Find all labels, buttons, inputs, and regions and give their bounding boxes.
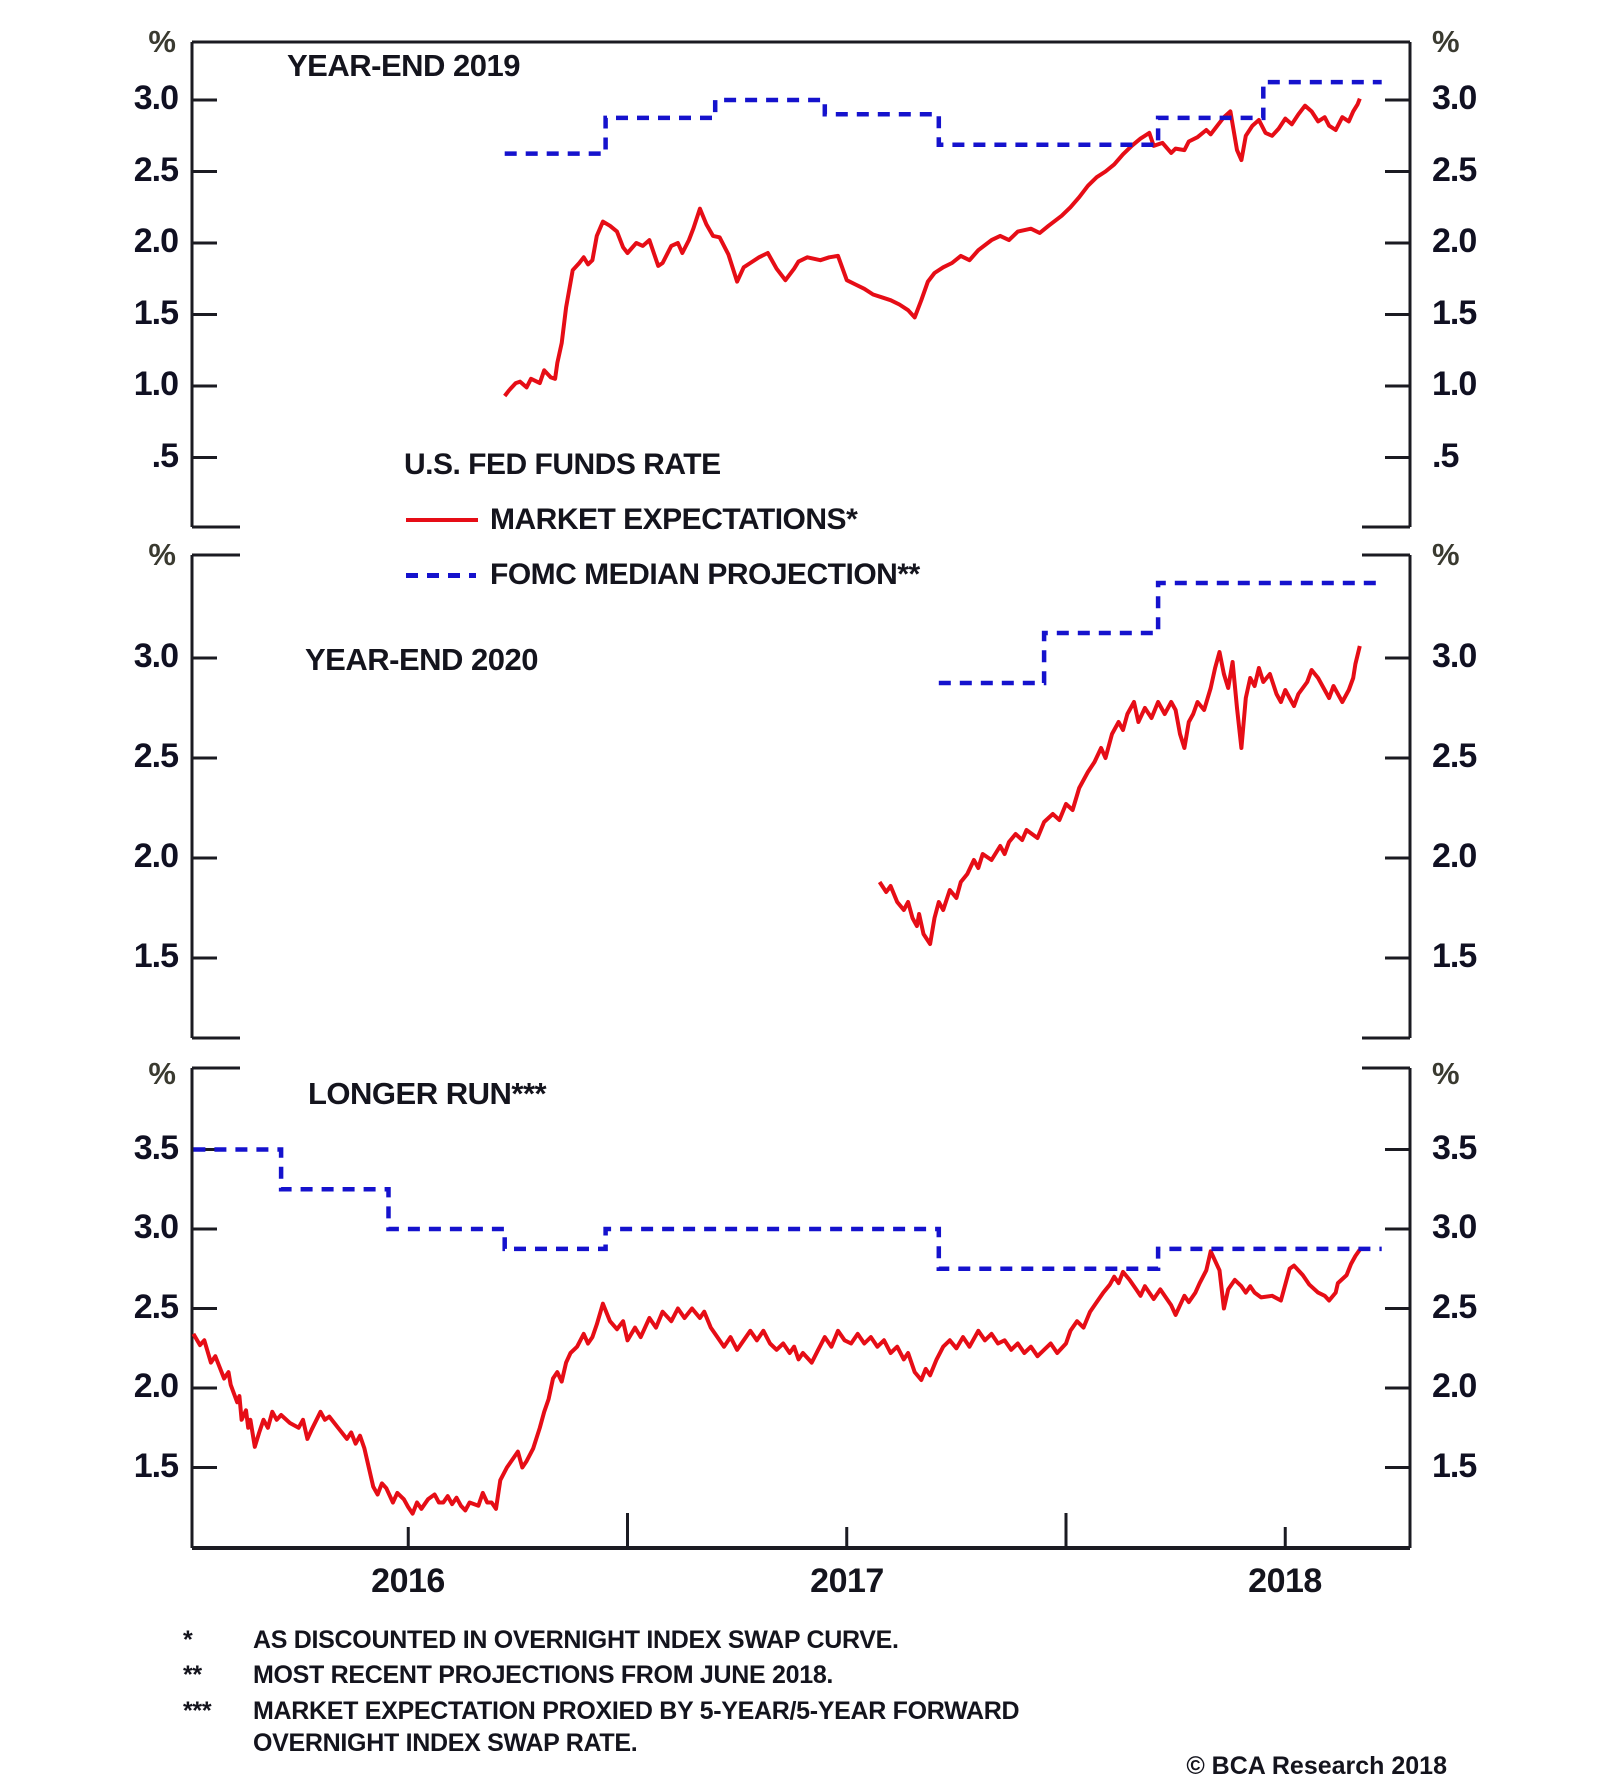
y-axis-percent-right: %: [1432, 1056, 1460, 1091]
copyright: © BCA Research 2018: [1186, 1752, 1447, 1780]
y-tick-label-left: 2.0: [133, 1367, 179, 1405]
y-tick-label-right: 2.0: [1432, 222, 1477, 260]
y-axis-percent-right: %: [1432, 24, 1460, 59]
y-tick-label-right: 3.0: [1432, 637, 1477, 675]
y-tick-label-left: 2.5: [133, 1287, 179, 1326]
y-tick-label-left: 3.0: [133, 1208, 179, 1246]
x-axis-year-label: 2016: [371, 1562, 445, 1600]
footnote-marker-1: *: [183, 1626, 193, 1654]
legend-blue-dashed-sample: [406, 573, 476, 578]
y-tick-label-left: 3.5: [133, 1128, 179, 1167]
y-tick-label-right: 1.5: [1432, 1446, 1477, 1485]
footnote-text-4: OVERNIGHT INDEX SWAP RATE.: [253, 1729, 638, 1757]
y-tick-label-left: 1.0: [133, 365, 179, 403]
series-fomc-median-projection: [938, 580, 1382, 686]
y-tick-label-left: 2.0: [133, 222, 179, 260]
y-tick-label-right: 1.0: [1432, 365, 1477, 403]
y-tick-label-right: .5: [1432, 436, 1459, 475]
y-tick-label-right: 3.5: [1432, 1128, 1477, 1167]
legend-red-line-sample: [406, 518, 478, 526]
legend-heading: U.S. FED FUNDS RATE: [404, 448, 721, 481]
y-axis-percent-left: %: [148, 24, 176, 59]
panel-title-year-end-2020: YEAR-END 2020: [305, 642, 538, 677]
y-tick-label-right: 3.0: [1432, 1208, 1477, 1246]
x-axis-year-label: 2017: [810, 1562, 884, 1600]
y-tick-label-right: 2.5: [1432, 150, 1477, 189]
series-fomc-median-projection: [504, 79, 1382, 156]
series-market-expectations: [503, 97, 1362, 398]
y-tick-label-left: 1.5: [133, 937, 179, 975]
legend-label-fomc-median: FOMC MEDIAN PROJECTION**: [490, 558, 920, 591]
y-tick-label-left: 2.5: [133, 737, 179, 775]
y-tick-label-left: .5: [151, 436, 179, 475]
y-tick-label-right: 2.0: [1432, 837, 1477, 875]
y-tick-label-right: 2.5: [1432, 1287, 1477, 1326]
y-tick-label-right: 2.0: [1432, 1367, 1477, 1405]
series-market-expectations: [191, 1248, 1362, 1516]
footnote-marker-3: ***: [183, 1697, 212, 1725]
panel-title-year-end-2019: YEAR-END 2019: [287, 48, 520, 83]
footnote-text-3: MARKET EXPECTATION PROXIED BY 5-YEAR/5-Y…: [253, 1697, 1020, 1725]
y-tick-label-left: 1.5: [133, 293, 179, 332]
y-tick-label-right: 2.5: [1432, 737, 1477, 775]
y-tick-label-left: 2.5: [133, 150, 179, 189]
y-axis-percent-right: %: [1432, 537, 1460, 572]
y-axis-percent-left: %: [148, 537, 176, 572]
y-axis-percent-left: %: [148, 1056, 176, 1091]
panel-title-longer-run: LONGER RUN***: [308, 1076, 547, 1111]
y-tick-label-left: 2.0: [133, 837, 179, 875]
footnote-text-1: AS DISCOUNTED IN OVERNIGHT INDEX SWAP CU…: [253, 1626, 899, 1654]
x-axis-year-label: 2018: [1248, 1562, 1322, 1600]
series-fomc-median-projection: [193, 1147, 1382, 1272]
footnote-text-2: MOST RECENT PROJECTIONS FROM JUNE 2018.: [253, 1661, 834, 1689]
legend-label-market-expectations: MARKET EXPECTATIONS*: [490, 503, 858, 536]
series-market-expectations: [877, 645, 1362, 946]
footnote-marker-2: **: [183, 1661, 202, 1689]
y-tick-label-left: 3.0: [133, 79, 179, 117]
y-tick-label-left: 3.0: [133, 637, 179, 675]
y-tick-label-right: 1.5: [1432, 293, 1477, 332]
y-tick-label-right: 1.5: [1432, 937, 1477, 975]
y-tick-label-left: 1.5: [133, 1446, 179, 1485]
y-tick-label-right: 3.0: [1432, 79, 1477, 117]
